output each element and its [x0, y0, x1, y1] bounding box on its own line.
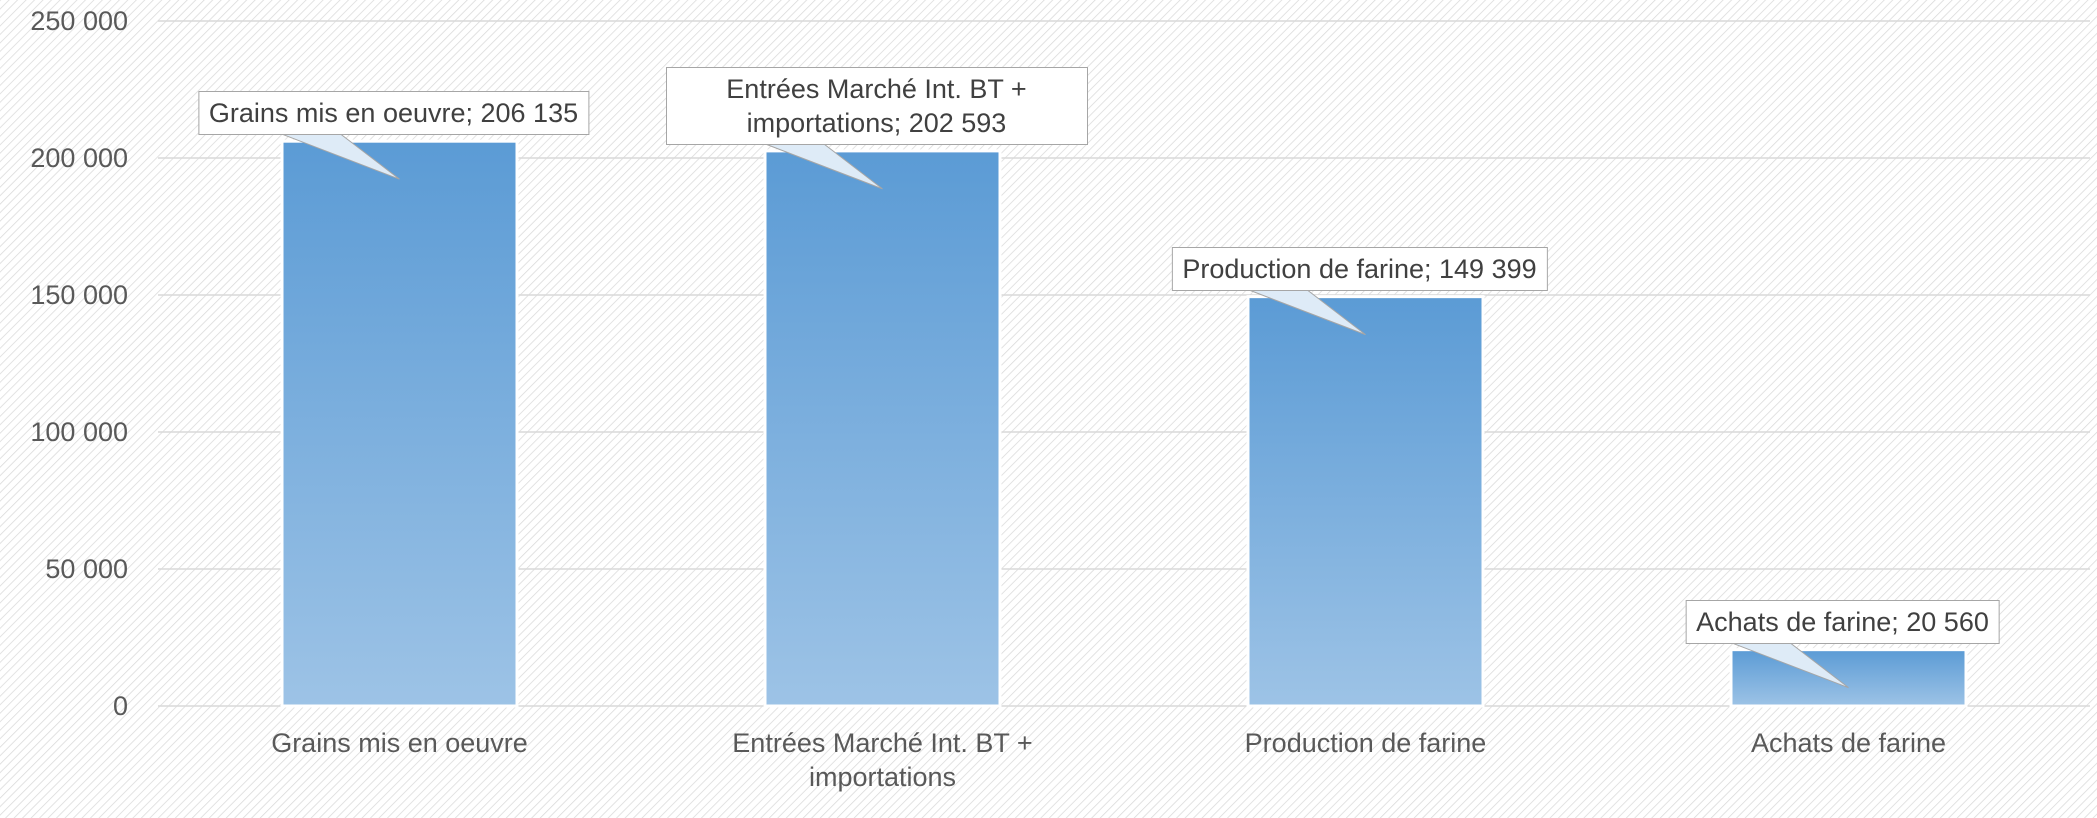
data-label: Achats de farine; 20 560: [1685, 599, 2000, 644]
data-label: Production de farine; 149 399: [1171, 246, 1548, 291]
y-tick-label: 150 000: [30, 280, 128, 310]
x-tick-label: Entrées Marché Int. BT + importations: [732, 728, 1033, 792]
y-tick-label: 200 000: [30, 143, 128, 173]
bar: [1729, 648, 1968, 708]
y-tick-label: 0: [112, 691, 128, 721]
data-label: Grains mis en oeuvre; 206 135: [197, 91, 590, 136]
bar: [1246, 295, 1485, 708]
y-tick-label: 100 000: [30, 417, 128, 447]
x-tick-label: Production de farine: [1244, 728, 1487, 758]
data-label: Entrées Marché Int. BT + importations; 2…: [665, 66, 1088, 145]
y-tick-label: 250 000: [30, 6, 128, 36]
bar: [280, 139, 519, 708]
y-tick-label: 50 000: [45, 554, 128, 584]
x-tick-label: Achats de farine: [1750, 728, 1947, 758]
bar: [763, 149, 1002, 708]
x-tick-label: Grains mis en oeuvre: [271, 728, 528, 758]
